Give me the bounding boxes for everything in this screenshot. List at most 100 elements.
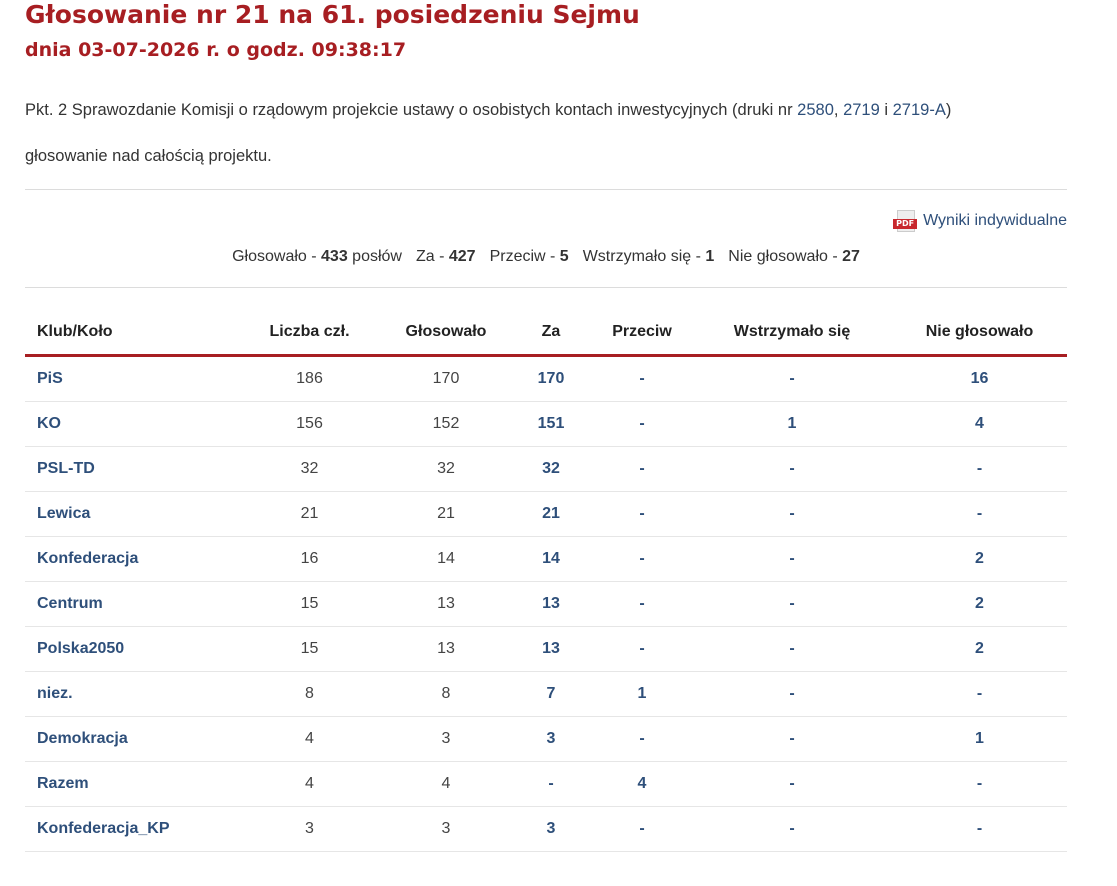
table-row: PSL-TD 32 32 32- - -	[25, 446, 1067, 492]
cell-members: 4	[237, 761, 382, 807]
cell-club-name[interactable]: Demokracja	[25, 716, 237, 762]
cell-absent: 2	[892, 536, 1067, 582]
summary-against: Przeciw - 5	[489, 248, 569, 265]
cell-against: -	[592, 401, 692, 447]
cell-club-name[interactable]: Polska2050	[25, 626, 237, 672]
cell-absent: 16	[892, 355, 1067, 402]
cell-club-name[interactable]: Konfederacja_KP	[25, 806, 237, 852]
cell-absent: -	[892, 491, 1067, 537]
table-row: Demokracja 4 3 3- -1	[25, 716, 1067, 762]
cell-members: 8	[237, 671, 382, 717]
cell-club-name[interactable]: KO	[25, 401, 237, 447]
print-link-2719-a[interactable]: 2719-A	[892, 101, 946, 119]
cell-against: -	[592, 491, 692, 537]
agenda-description: Pkt. 2 Sprawozdanie Komisji o rządowym p…	[25, 96, 1085, 170]
cell-against: -	[592, 806, 692, 852]
cell-voted: 14	[382, 536, 510, 582]
cell-club-name[interactable]: niez.	[25, 671, 237, 717]
table-row: niez. 8 8 7 1- -	[25, 671, 1067, 717]
cell-members: 186	[237, 355, 382, 402]
cell-against: -	[592, 716, 692, 762]
cell-against: -	[592, 446, 692, 492]
cell-voted: 13	[382, 581, 510, 627]
page-header: Głosowanie nr 21 na 61. posiedzeniu Sejm…	[25, 0, 640, 62]
cell-absent: -	[892, 761, 1067, 807]
individual-results-label: Wyniki indywidualne	[923, 212, 1067, 229]
cell-abstain: -	[692, 355, 892, 402]
vote-datetime: dnia 03-07-2026 r. o godz. 09:38:17	[25, 39, 407, 61]
cell-absent: -	[892, 806, 1067, 852]
club-results-table: Klub/Koło Liczba czł. Głosowało Za Przec…	[25, 310, 1067, 852]
cell-club-name[interactable]: PSL-TD	[25, 446, 237, 492]
cell-for[interactable]: 170	[510, 355, 592, 402]
cell-voted: 170	[382, 355, 510, 402]
cell-voted: 3	[382, 806, 510, 852]
table-row: KO 156 152 151-1 4	[25, 401, 1067, 447]
header-abstain: Wstrzymało się	[692, 310, 892, 357]
cell-absent: 2	[892, 626, 1067, 672]
cell-voted: 152	[382, 401, 510, 447]
page-title: Głosowanie nr 21 na 61. posiedzeniu Sejm…	[25, 0, 640, 29]
cell-abstain: 1	[692, 401, 892, 447]
cell-members: 3	[237, 806, 382, 852]
cell-for[interactable]: 13	[510, 581, 592, 627]
summary-voted: Głosowało - 433 posłów	[232, 248, 402, 265]
cell-against: 4	[592, 761, 692, 807]
table-row: Polska2050 15 13 13- -2	[25, 626, 1067, 672]
cell-abstain: -	[692, 491, 892, 537]
cell-abstain: -	[692, 761, 892, 807]
cell-for[interactable]: 14	[510, 536, 592, 582]
table-row: Konfederacja_KP 3 3 3- - -	[25, 806, 1067, 852]
summary-absent: Nie głosowało - 27	[728, 248, 860, 265]
cell-for[interactable]: 3	[510, 716, 592, 762]
divider	[25, 189, 1067, 190]
cell-club-name[interactable]: Lewica	[25, 491, 237, 537]
cell-voted: 4	[382, 761, 510, 807]
cell-voted: 13	[382, 626, 510, 672]
table-row: Razem 4 4-4- -	[25, 761, 1067, 807]
individual-results-pdf-link[interactable]: PDF Wyniki indywidualne	[893, 210, 1067, 232]
print-link-2580[interactable]: 2580	[797, 101, 834, 119]
cell-against: -	[592, 581, 692, 627]
cell-absent: 4	[892, 401, 1067, 447]
header-absent: Nie głosowało	[892, 310, 1067, 357]
table-header-row: Klub/Koło Liczba czł. Głosowało Za Przec…	[25, 310, 1067, 357]
cell-for[interactable]: 7	[510, 671, 592, 717]
cell-against: -	[592, 355, 692, 402]
print-link-2719[interactable]: 2719	[843, 101, 880, 119]
cell-abstain: -	[692, 536, 892, 582]
vote-subject: głosowanie nad całością projektu.	[25, 147, 272, 165]
cell-voted: 21	[382, 491, 510, 537]
table-row: Konfederacja 16 14 14- -2	[25, 536, 1067, 582]
cell-for[interactable]: 151	[510, 401, 592, 447]
divider	[25, 287, 1067, 288]
cell-absent: -	[892, 671, 1067, 717]
cell-abstain: -	[692, 626, 892, 672]
header-members: Liczba czł.	[237, 310, 382, 357]
cell-against: 1	[592, 671, 692, 717]
cell-voted: 3	[382, 716, 510, 762]
pdf-icon: PDF	[893, 210, 918, 232]
cell-abstain: -	[692, 446, 892, 492]
cell-abstain: -	[692, 581, 892, 627]
cell-members: 4	[237, 716, 382, 762]
cell-club-name[interactable]: Centrum	[25, 581, 237, 627]
cell-for[interactable]: 32	[510, 446, 592, 492]
cell-abstain: -	[692, 671, 892, 717]
cell-against: -	[592, 536, 692, 582]
cell-for[interactable]: 3	[510, 806, 592, 852]
table-row: Centrum 15 13 13- -2	[25, 581, 1067, 627]
cell-club-name[interactable]: Razem	[25, 761, 237, 807]
cell-club-name[interactable]: PiS	[25, 355, 237, 402]
header-for: Za	[510, 310, 592, 357]
summary-abstain: Wstrzymało się - 1	[582, 248, 715, 265]
cell-club-name[interactable]: Konfederacja	[25, 536, 237, 582]
cell-for[interactable]: 13	[510, 626, 592, 672]
cell-for[interactable]: -	[510, 761, 592, 807]
cell-members: 15	[237, 626, 382, 672]
agenda-item-text: Pkt. 2 Sprawozdanie Komisji o rządowym p…	[25, 101, 952, 119]
cell-for[interactable]: 21	[510, 491, 592, 537]
cell-members: 16	[237, 536, 382, 582]
cell-abstain: -	[692, 716, 892, 762]
cell-members: 21	[237, 491, 382, 537]
